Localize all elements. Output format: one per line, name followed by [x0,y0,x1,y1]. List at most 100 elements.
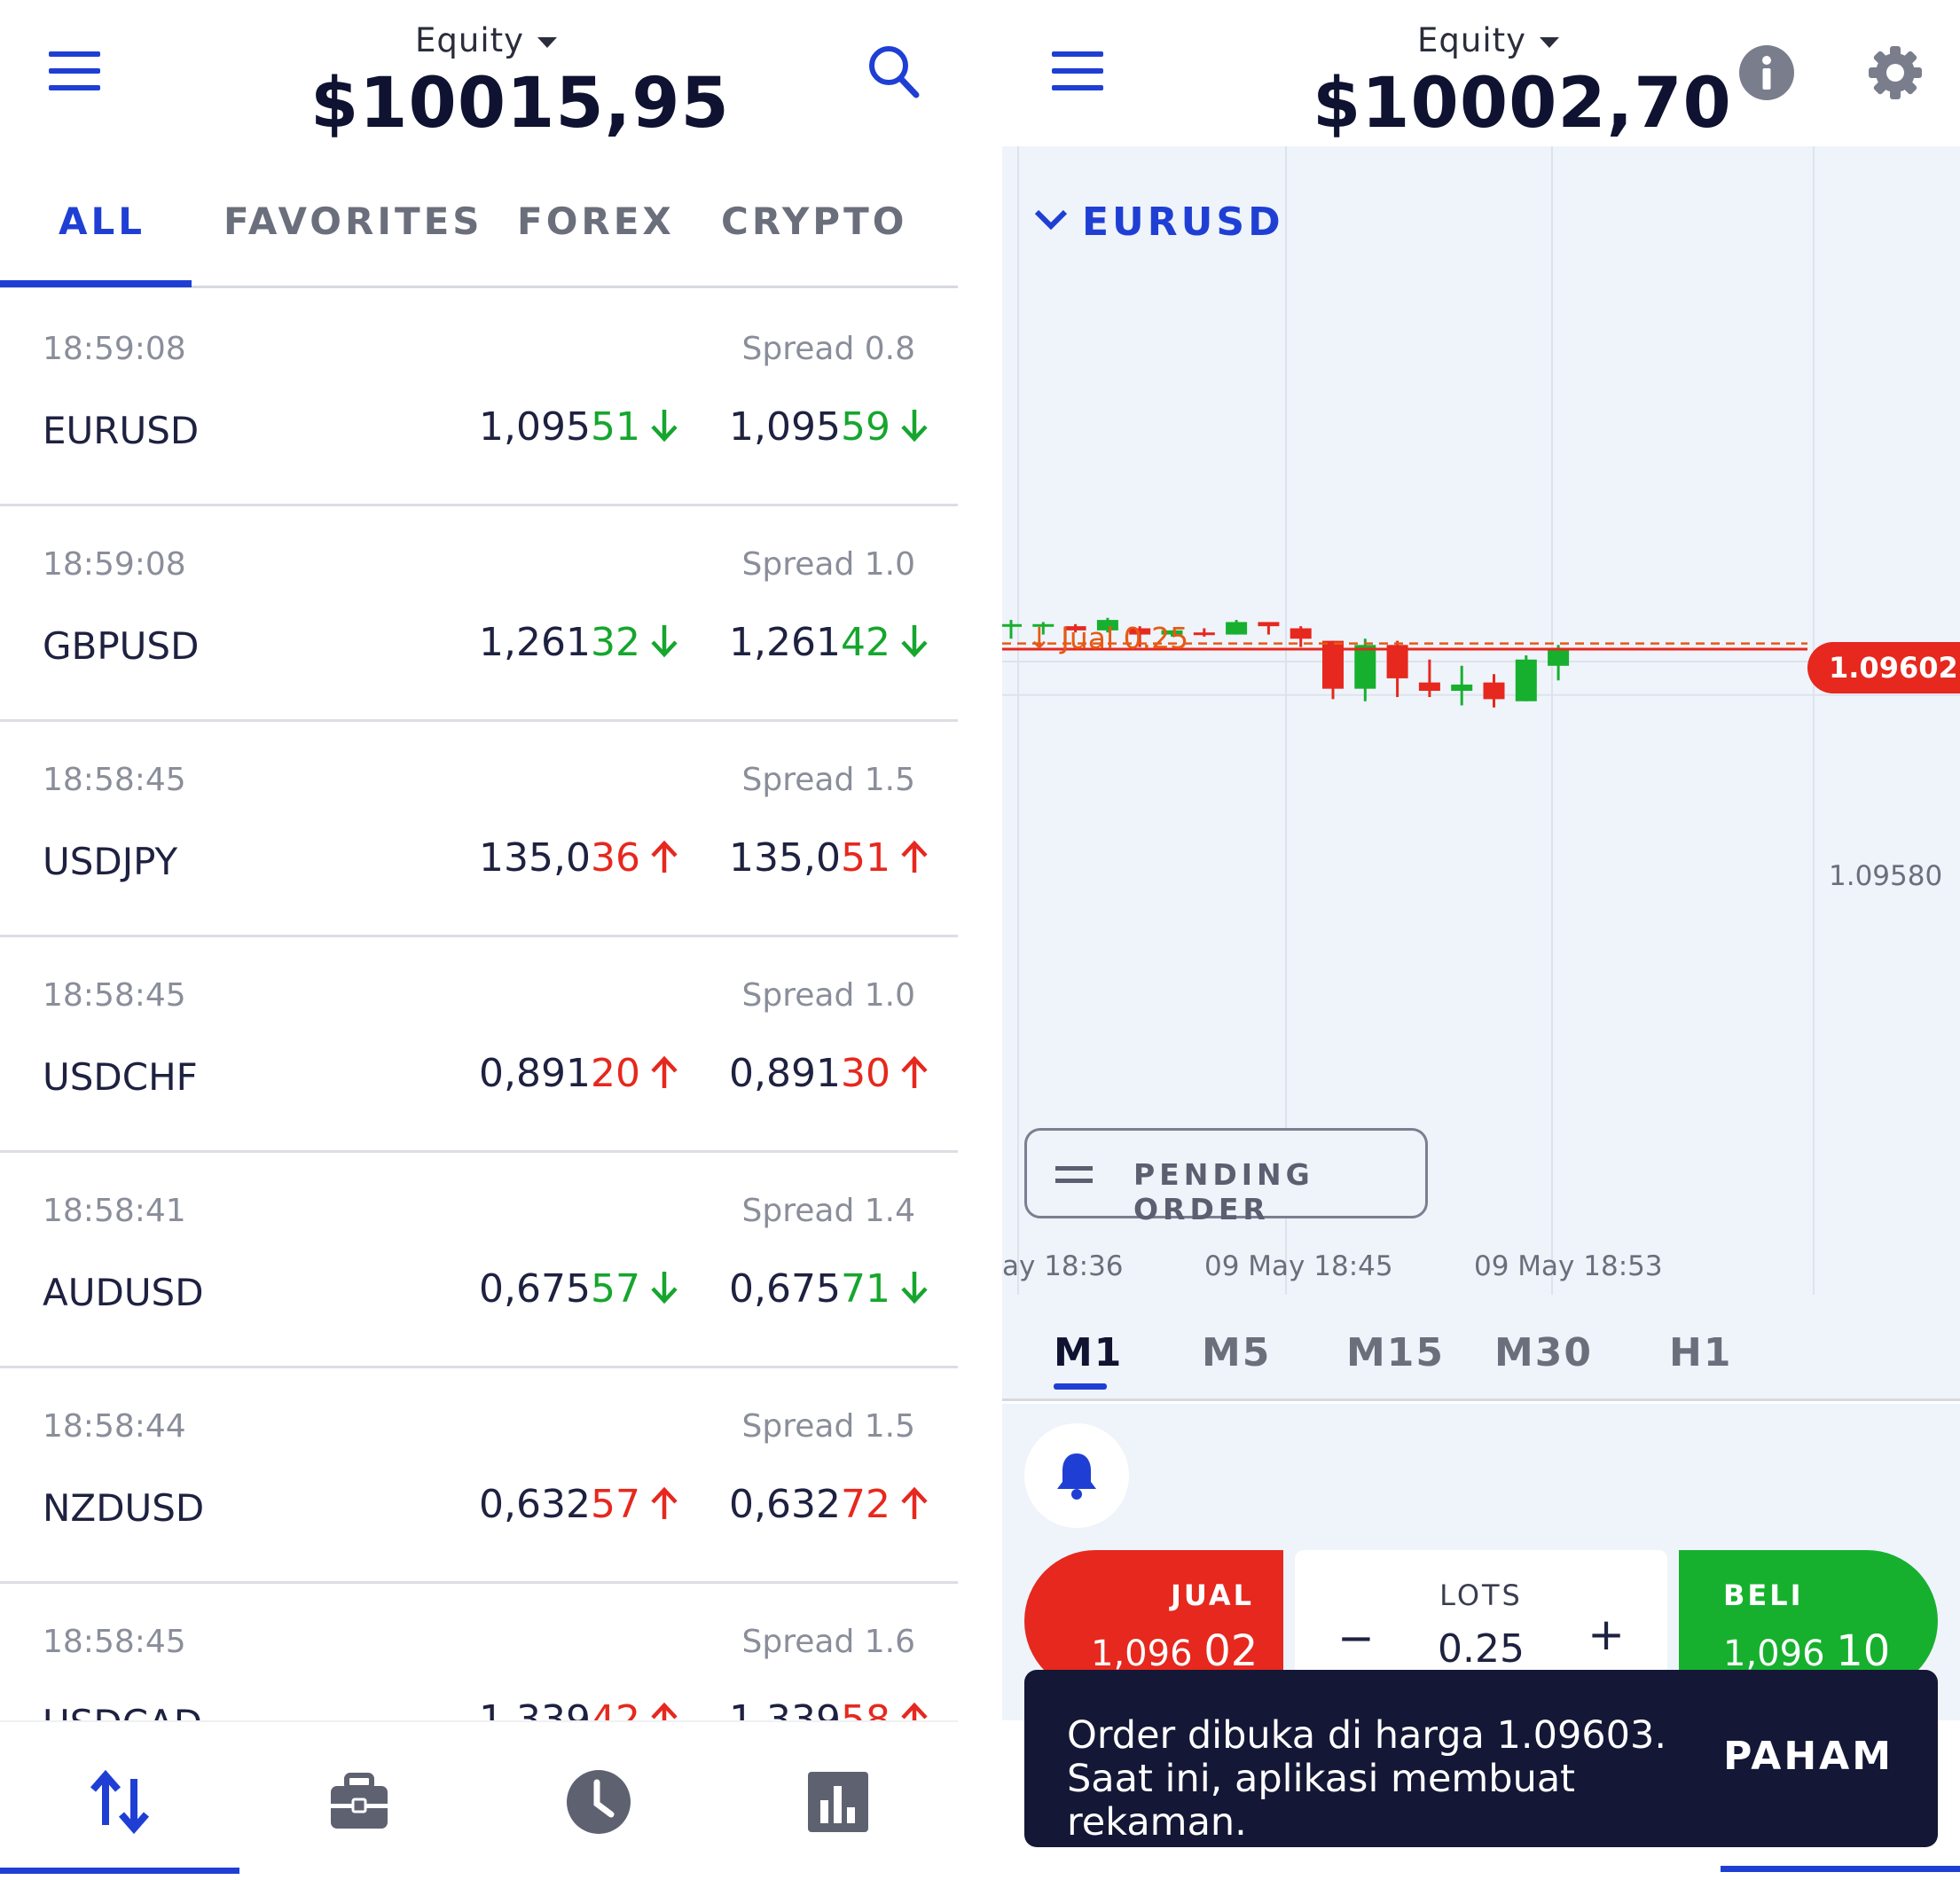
tab-forex[interactable]: FOREX [517,200,675,243]
ask-price[interactable]: 1,09559 [729,404,929,450]
arrow-up-icon [901,1486,928,1519]
price-alert-button[interactable] [1024,1423,1129,1528]
quote-row[interactable]: 18:58:45 Spread 1.6 USDCAD 1,33942 1,33958 [0,1584,958,1720]
timeframe-m1[interactable]: M1 [1054,1330,1124,1375]
candle-body [1161,630,1183,635]
chevron-down-icon[interactable] [1033,207,1069,233]
position-marker-label: Jual 0.25 [1061,621,1189,655]
quote-spread: Spread 1.5 [741,762,915,798]
caret-down-icon[interactable] [537,37,557,48]
ask-price[interactable]: 1,33958 [729,1697,929,1720]
arrow-up-icon [651,1702,678,1720]
clock-icon[interactable] [563,1766,634,1837]
timeframe-h1[interactable]: H1 [1669,1330,1733,1375]
y-axis-tick: 1.09580 [1829,860,1943,892]
timeframe-m15[interactable]: M15 [1346,1330,1446,1375]
lots-value[interactable]: 0.25 [1438,1626,1525,1672]
quote-symbol: GBPUSD [43,624,200,668]
bell-icon [1057,1453,1096,1500]
gear-icon[interactable] [1867,44,1924,101]
quote-symbol: USDJPY [43,840,178,883]
bid-price[interactable]: 0,63257 [479,1482,679,1527]
arrow-up-icon [901,1055,928,1088]
bid-price[interactable]: 1,33942 [479,1697,679,1720]
quote-spread: Spread 1.6 [741,1624,915,1660]
candle-body [1096,620,1118,631]
quote-row[interactable]: 18:59:08 Spread 1.0 GBPUSD 1,26132 1,26142 [0,506,958,722]
snackbar-dismiss-button[interactable]: PAHAM [1723,1734,1893,1779]
quote-list: 18:59:08 Spread 0.8 EURUSD 1,09551 1,09559 18… [0,291,958,1720]
quote-row[interactable]: 18:59:08 Spread 0.8 EURUSD 1,09551 1,09559 [0,291,958,506]
arrow-down-icon [901,625,928,658]
candle-body [1258,622,1280,627]
panel-divider [958,0,1002,1880]
arrow-up-icon [901,1702,928,1720]
quote-row[interactable]: 18:58:44 Spread 1.5 NZDUSD 0,63257 0,63272 [0,1368,958,1584]
ask-price[interactable]: 0,67571 [729,1266,929,1312]
symbol-label[interactable]: EURUSD [1082,200,1284,245]
bid-price[interactable]: 0,67557 [479,1266,679,1312]
timeframe-m30[interactable]: M30 [1494,1330,1594,1375]
ask-price[interactable]: 0,63272 [729,1482,929,1527]
equity-label[interactable]: Equity [415,21,524,59]
quote-row[interactable]: 18:58:41 Spread 1.4 AUDUSD 0,67557 0,67571 [0,1153,958,1368]
ask-price[interactable]: 1,26142 [729,620,929,665]
quote-spread: Spread 1.4 [741,1193,915,1229]
quote-row[interactable]: 18:58:45 Spread 1.5 USDJPY 135,036 135,051 [0,722,958,937]
bar-chart-icon[interactable] [803,1766,874,1837]
tab-favorites[interactable]: FAVORITES [223,200,483,243]
quote-time: 18:58:45 [43,1624,186,1660]
active-timeframe-indicator [1054,1383,1107,1390]
equity-value: $10002,70 [1313,64,1732,144]
arrow-up-icon [651,1055,678,1088]
lots-increment-button[interactable]: + [1588,1609,1625,1660]
quote-time: 18:58:44 [43,1408,186,1445]
buy-button[interactable]: BELI 1,096 10 [1679,1550,1938,1692]
tab-crypto[interactable]: CRYPTO [721,200,908,243]
menu-icon[interactable] [49,51,100,90]
candle-body [1290,628,1312,639]
price-chart[interactable]: EURUSD ↓ Jual 0.25 1.09602 1.09580 PENDI… [1002,146,1960,1295]
bid-price[interactable]: 0,89120 [479,1051,679,1096]
x-axis-tick: 09 May 18:45 [1204,1250,1393,1282]
sell-button[interactable]: JUAL 1,096 02 [1024,1550,1283,1692]
candle-body [1032,623,1054,627]
quote-time: 18:58:45 [43,762,186,798]
lots-decrement-button[interactable]: − [1337,1612,1375,1664]
bid-price[interactable]: 1,09551 [479,404,679,450]
arrow-down-icon [651,1272,678,1304]
timeframe-m5[interactable]: M5 [1202,1330,1272,1375]
candle-body [1354,645,1376,689]
quote-spread: Spread 1.0 [741,546,915,583]
tab-all[interactable]: ALL [59,200,146,243]
pending-order-button[interactable]: PENDING ORDER [1024,1128,1428,1226]
search-icon[interactable] [867,44,921,99]
quote-spread: Spread 0.8 [741,331,915,367]
swap-arrows-icon[interactable] [84,1766,155,1837]
bid-price[interactable]: 135,036 [479,835,679,881]
caret-down-icon[interactable] [1540,37,1559,48]
quote-symbol: USDCHF [43,1055,198,1099]
menu-icon[interactable] [1052,51,1103,90]
info-icon[interactable] [1738,44,1795,101]
sell-label: JUAL [1171,1578,1255,1612]
symbol-selector[interactable]: EURUSD [1034,200,1284,245]
candle-body [1002,623,1022,627]
active-tab-indicator [0,280,192,287]
quote-symbol: AUDUSD [43,1271,204,1314]
candle-body [1193,632,1215,636]
x-axis-tick: 09 May 18:53 [1474,1250,1663,1282]
ask-price[interactable]: 135,051 [729,835,929,881]
ask-price[interactable]: 0,89130 [729,1051,929,1096]
timeframe-tabs: M1 M5 M15 M30 H1 [1002,1295,1960,1401]
candlestick-chart[interactable] [1002,146,1960,1295]
buy-price: 1,096 10 [1723,1626,1891,1676]
lots-label: LOTS [1439,1578,1523,1612]
arrow-up-icon [651,1486,678,1519]
equity-label[interactable]: Equity [1417,21,1526,59]
quote-row[interactable]: 18:58:45 Spread 1.0 USDCHF 0,89120 0,89130 [0,937,958,1153]
quote-time: 18:58:45 [43,977,186,1014]
briefcase-icon[interactable] [324,1766,395,1837]
bottom-nav [0,1720,958,1880]
bid-price[interactable]: 1,26132 [479,620,679,665]
